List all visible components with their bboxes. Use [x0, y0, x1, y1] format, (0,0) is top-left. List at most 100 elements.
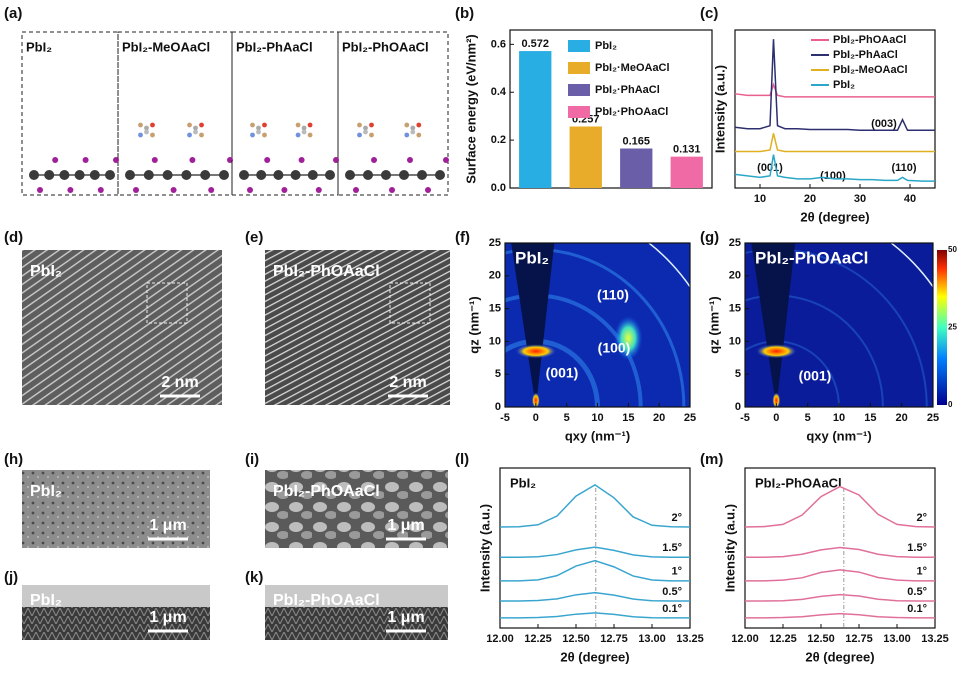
- molecule-atom: [144, 129, 149, 135]
- series-label: 1°: [671, 566, 682, 578]
- annotation: (100): [598, 340, 631, 356]
- x-axis-title: 2θ (degree): [800, 209, 869, 224]
- atom-i: [67, 187, 74, 193]
- molecule-atom: [369, 132, 374, 138]
- atom-i: [170, 187, 177, 193]
- series-line: [745, 569, 935, 582]
- bar-value-label: 0.572: [521, 38, 549, 50]
- molecule-atom: [369, 122, 374, 128]
- x-tick-label: 10: [833, 412, 845, 424]
- y-tick-label: 0.0: [491, 182, 506, 194]
- molecule-atom: [250, 132, 255, 138]
- plot-frame: [744, 467, 936, 629]
- series-label: 0.1°: [662, 603, 682, 615]
- legend-label: PbI₂·PhOAaCl: [595, 106, 668, 118]
- series-line: [734, 39, 935, 132]
- atom-i: [208, 187, 215, 193]
- molecule-atom: [187, 122, 192, 128]
- molecule-atom: [150, 132, 155, 138]
- series-line: [499, 483, 691, 528]
- x-tick-label: 12.75: [845, 633, 873, 645]
- atom-pb: [417, 170, 427, 180]
- molecule-atom: [262, 122, 267, 128]
- structure-box: [337, 31, 449, 196]
- spot: [772, 392, 781, 407]
- molecule-atom: [138, 122, 143, 128]
- bar: [670, 156, 703, 188]
- legend-label: PbI₂-PhOAaCl: [833, 34, 906, 46]
- y-axis-title: Intensity (a.u.): [722, 504, 737, 592]
- series-label: 2°: [671, 512, 682, 524]
- legend-label: PbI₂·PhAaCl: [595, 84, 660, 96]
- molecule-atom: [193, 125, 198, 131]
- series-label: 1°: [916, 566, 927, 578]
- spot: [756, 344, 797, 359]
- x-tick-label: -5: [740, 412, 750, 424]
- molecule-atom: [144, 125, 149, 131]
- scale-bar-label: 1 μm: [149, 609, 186, 626]
- scale-bar-label: 1 μm: [149, 517, 186, 534]
- micrograph-label: PbI₂-PhOAaCl: [273, 263, 380, 280]
- y-tick-label: 25: [489, 237, 501, 249]
- micrograph: [265, 250, 450, 405]
- x-tick-label: 20: [804, 193, 816, 205]
- molecule-atom: [363, 125, 368, 131]
- micrograph-label: PbI₂: [30, 483, 62, 500]
- y-tick-label: 20: [489, 270, 501, 282]
- atom-pb: [143, 170, 154, 180]
- panel-label: (j): [4, 569, 18, 586]
- legend-swatch: [568, 40, 590, 52]
- plot-frame: [509, 29, 713, 189]
- atom-i: [52, 157, 59, 163]
- atom-pb: [307, 170, 318, 180]
- legend-label: PbI₂-MeOAaCl: [833, 64, 908, 76]
- atom-pb: [29, 170, 39, 180]
- y-tick-label: 5: [495, 368, 501, 380]
- atom-i: [443, 157, 449, 163]
- molecule-atom: [307, 132, 313, 138]
- atom-pb: [256, 170, 267, 180]
- annotation: (100): [820, 170, 846, 182]
- colorbar-tick-label: 50: [948, 245, 957, 254]
- spot: [614, 316, 643, 361]
- y-tick-label: 15: [729, 303, 741, 315]
- legend-label: PbI₂: [833, 79, 855, 91]
- legend-label: PbI₂-PhAaCl: [833, 49, 898, 61]
- atom-pb: [345, 170, 355, 180]
- x-tick-label: 5: [564, 412, 570, 424]
- atom-pb: [74, 170, 85, 180]
- molecule-atom: [138, 132, 143, 138]
- structure-title: PbI₂-PhAaCl: [236, 39, 313, 54]
- atom-i: [425, 187, 431, 193]
- molecule-atom: [416, 132, 422, 138]
- series-label: 1.5°: [662, 542, 682, 554]
- x-tick-label: 12.50: [562, 633, 590, 645]
- molecule-atom: [199, 122, 204, 128]
- scale-bar-label: 2 nm: [389, 374, 426, 391]
- x-tick-label: 15: [864, 412, 876, 424]
- panel-label: (i): [245, 451, 259, 468]
- atom-i: [189, 157, 196, 163]
- zoom-box: [389, 282, 431, 324]
- y-tick-label: 0: [495, 401, 501, 413]
- plot-label: PbI₂-PhOAaCl: [755, 475, 842, 490]
- atom-pb: [181, 170, 192, 180]
- molecule-atom: [357, 122, 362, 128]
- x-tick-label: 25: [684, 412, 696, 424]
- panel-label: (l): [455, 451, 469, 468]
- atom-i: [151, 157, 158, 163]
- panel-label: (a): [4, 5, 22, 22]
- atom-pb: [239, 170, 249, 180]
- panel-label: (g): [700, 229, 719, 246]
- annotation: (110): [597, 287, 629, 303]
- atom-i: [315, 187, 322, 193]
- atom-i: [281, 187, 288, 193]
- colorbar-tick-label: 0: [948, 400, 953, 409]
- atom-i: [353, 187, 359, 193]
- atom-pb: [363, 170, 373, 180]
- molecule-atom: [250, 122, 255, 128]
- structure-box: [21, 31, 119, 196]
- atom-i: [133, 187, 139, 193]
- annotation: (001): [546, 365, 579, 381]
